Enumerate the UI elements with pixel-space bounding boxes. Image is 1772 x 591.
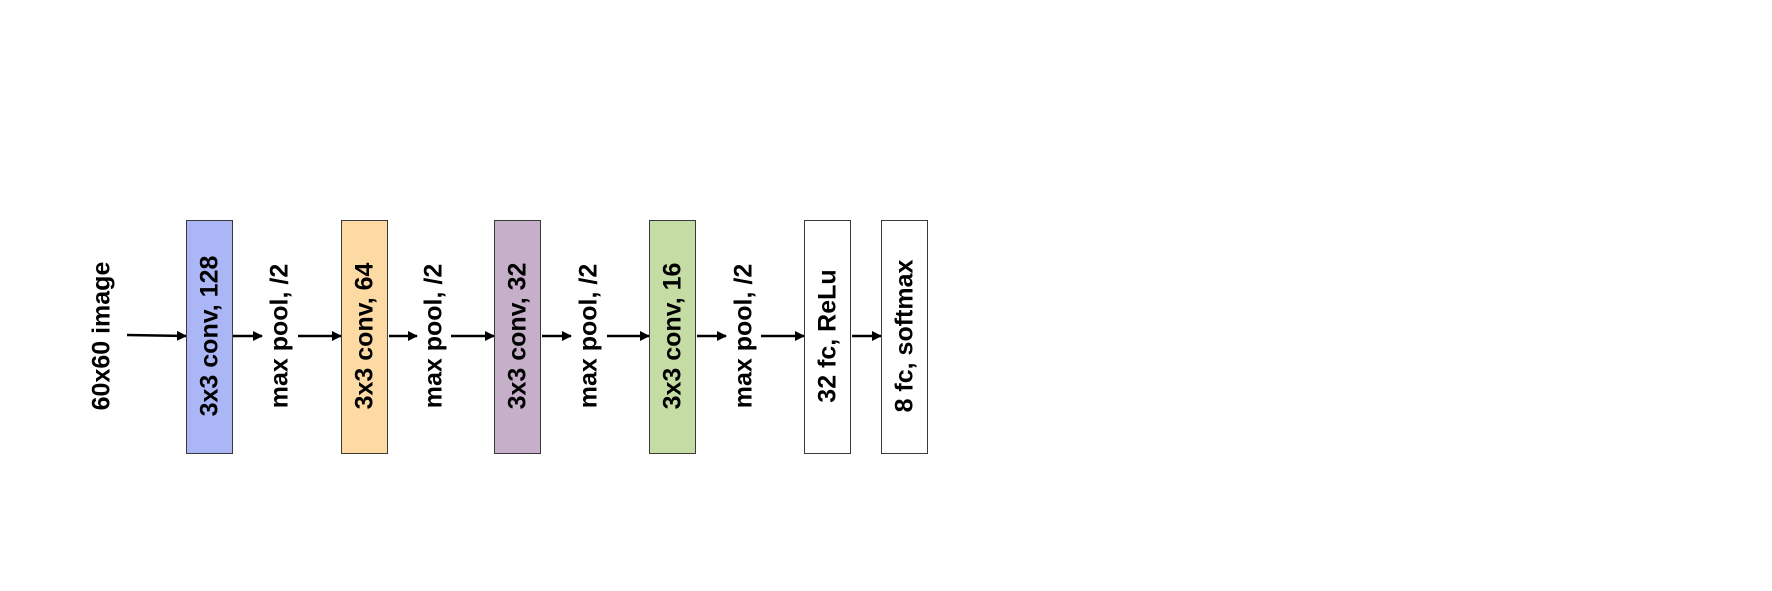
conv-16-block bbox=[649, 220, 696, 454]
arrow-input-to-conv1 bbox=[126, 330, 187, 341]
fc-32-block bbox=[804, 220, 851, 454]
conv-32-block bbox=[494, 220, 541, 454]
conv-64-block bbox=[341, 220, 388, 454]
conv-128-block bbox=[186, 220, 233, 454]
fc-8-block bbox=[881, 220, 928, 454]
